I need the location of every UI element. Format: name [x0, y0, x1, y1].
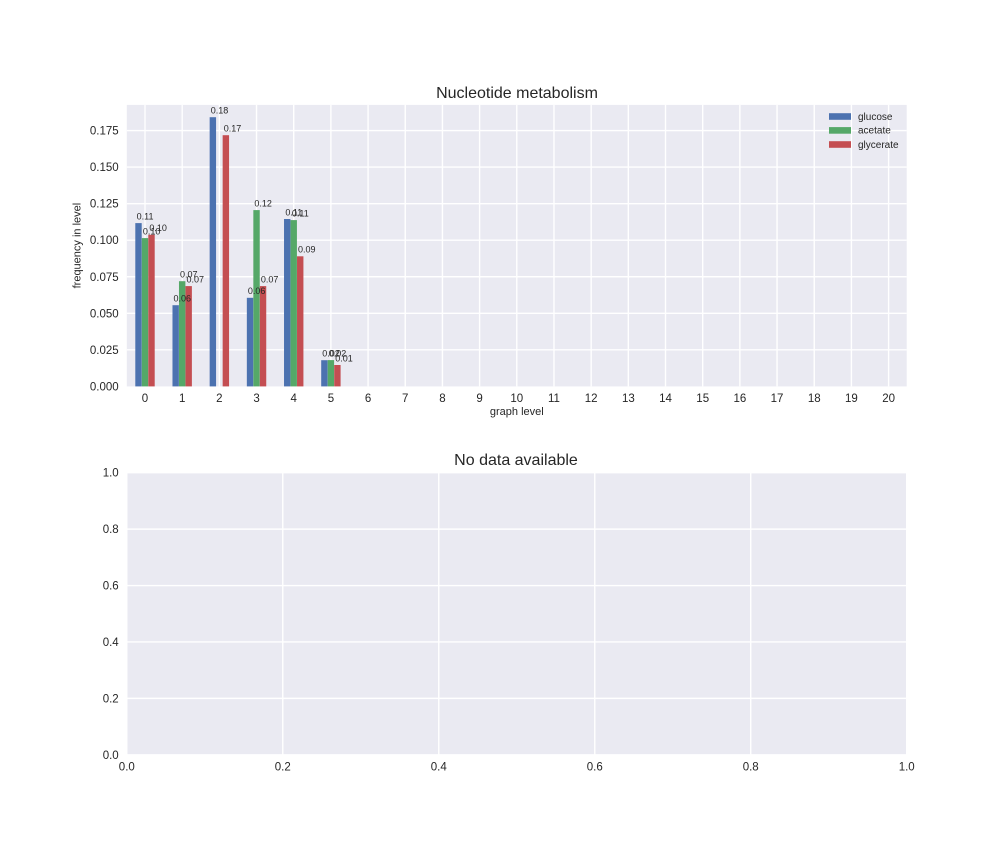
svg-text:0.01: 0.01 [335, 353, 353, 363]
svg-text:1.0: 1.0 [899, 761, 915, 773]
svg-text:0.10: 0.10 [143, 227, 161, 237]
svg-text:0.125: 0.125 [90, 199, 119, 211]
svg-text:0.11: 0.11 [285, 207, 302, 217]
svg-text:1.0: 1.0 [103, 468, 119, 480]
svg-text:0.02: 0.02 [322, 349, 340, 359]
svg-text:0.6: 0.6 [587, 761, 603, 773]
svg-text:0.07: 0.07 [187, 275, 205, 285]
svg-text:0.6: 0.6 [103, 581, 119, 593]
svg-text:0.09: 0.09 [298, 245, 316, 255]
svg-text:20: 20 [882, 393, 895, 405]
svg-text:9: 9 [476, 393, 482, 405]
svg-text:acetate: acetate [858, 126, 891, 137]
svg-text:12: 12 [585, 393, 598, 405]
svg-text:0.11: 0.11 [137, 212, 154, 222]
svg-text:17: 17 [771, 393, 784, 405]
svg-text:0.10: 0.10 [149, 223, 167, 233]
svg-text:No data available: No data available [454, 452, 578, 469]
svg-text:0.8: 0.8 [103, 524, 119, 536]
svg-text:0.0: 0.0 [119, 761, 135, 773]
svg-text:0.8: 0.8 [743, 761, 759, 773]
svg-text:16: 16 [733, 393, 746, 405]
svg-text:0.0: 0.0 [103, 750, 119, 762]
svg-text:4: 4 [291, 393, 298, 405]
svg-text:0.075: 0.075 [90, 272, 119, 284]
svg-text:13: 13 [622, 393, 635, 405]
svg-text:2: 2 [216, 393, 222, 405]
svg-text:0.07: 0.07 [261, 275, 279, 285]
svg-text:18: 18 [808, 393, 821, 405]
svg-text:0.2: 0.2 [275, 761, 291, 773]
svg-text:Nucleotide metabolism: Nucleotide metabolism [436, 85, 598, 102]
svg-text:0.100: 0.100 [90, 235, 119, 247]
svg-text:1: 1 [179, 393, 185, 405]
svg-text:0.06: 0.06 [248, 286, 266, 296]
svg-text:0.11: 0.11 [292, 209, 309, 219]
svg-text:0.050: 0.050 [90, 308, 119, 320]
svg-text:11: 11 [548, 393, 560, 405]
svg-text:8: 8 [439, 393, 445, 405]
svg-text:5: 5 [328, 393, 334, 405]
svg-text:0.025: 0.025 [90, 345, 119, 357]
svg-text:0.4: 0.4 [103, 637, 120, 649]
svg-text:19: 19 [845, 393, 858, 405]
svg-text:10: 10 [510, 393, 523, 405]
svg-text:graph level: graph level [490, 406, 544, 418]
svg-text:0.02: 0.02 [329, 349, 347, 359]
svg-text:0.17: 0.17 [224, 124, 242, 134]
svg-text:0.150: 0.150 [90, 162, 119, 174]
svg-text:0.000: 0.000 [90, 381, 119, 393]
svg-text:0.07: 0.07 [180, 270, 198, 280]
svg-text:frequency in level: frequency in level [72, 203, 84, 289]
svg-text:7: 7 [402, 393, 408, 405]
svg-text:6: 6 [365, 393, 371, 405]
svg-text:3: 3 [253, 393, 259, 405]
svg-text:0.18: 0.18 [211, 106, 229, 116]
svg-text:glycerate: glycerate [858, 140, 899, 151]
svg-text:0.06: 0.06 [174, 294, 192, 304]
svg-text:15: 15 [696, 393, 709, 405]
svg-text:0.4: 0.4 [431, 761, 448, 773]
svg-text:0: 0 [142, 393, 148, 405]
svg-text:glucose: glucose [858, 112, 893, 123]
svg-text:0.12: 0.12 [254, 199, 272, 209]
svg-text:0.175: 0.175 [90, 126, 119, 138]
svg-text:14: 14 [659, 393, 672, 405]
svg-text:0.2: 0.2 [103, 693, 119, 705]
